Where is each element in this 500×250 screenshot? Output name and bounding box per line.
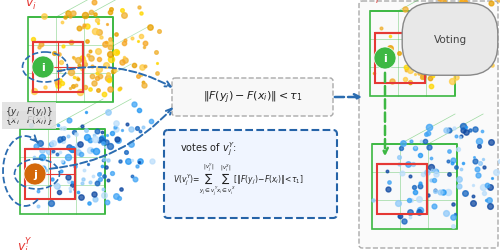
Text: i: i: [41, 63, 45, 73]
Text: $\|F(y_j) - F(x_i)\| < \tau_1$: $\|F(y_j) - F(x_i)\| < \tau_1$: [202, 90, 302, 106]
FancyBboxPatch shape: [172, 79, 333, 116]
Text: i: i: [383, 54, 387, 64]
Text: $v_i^X$: $v_i^X$: [25, 0, 41, 13]
Polygon shape: [370, 12, 455, 96]
Text: j: j: [33, 169, 37, 179]
Text: $V(v_j^Y)\!=\!\sum_{y_j \in v_j^Y}^{|v_j^Y|}\sum_{x_i \in v_i^X}^{|v_i^X|}[\|F(y: $V(v_j^Y)\!=\!\sum_{y_j \in v_j^Y}^{|v_j…: [173, 161, 304, 197]
FancyBboxPatch shape: [164, 130, 337, 218]
Text: $v_j^Y$: $v_j^Y$: [370, 249, 386, 250]
Text: $\{y_j \quad F(y_j)\}$: $\{y_j \quad F(y_j)\}$: [5, 105, 53, 118]
Circle shape: [24, 163, 46, 185]
Circle shape: [32, 57, 54, 79]
Text: $v_j^Y$: $v_j^Y$: [17, 236, 33, 250]
Text: $\{x_i \quad F(x_i)\}$: $\{x_i \quad F(x_i)\}$: [5, 114, 53, 127]
Text: Voting: Voting: [434, 35, 466, 45]
Text: votes of $v_j^Y$:: votes of $v_j^Y$:: [180, 140, 237, 157]
Text: $v_i^X$: $v_i^X$: [368, 0, 384, 7]
Polygon shape: [372, 144, 457, 229]
Polygon shape: [28, 18, 113, 102]
FancyBboxPatch shape: [359, 2, 498, 248]
Circle shape: [374, 48, 396, 70]
Polygon shape: [20, 130, 105, 214]
